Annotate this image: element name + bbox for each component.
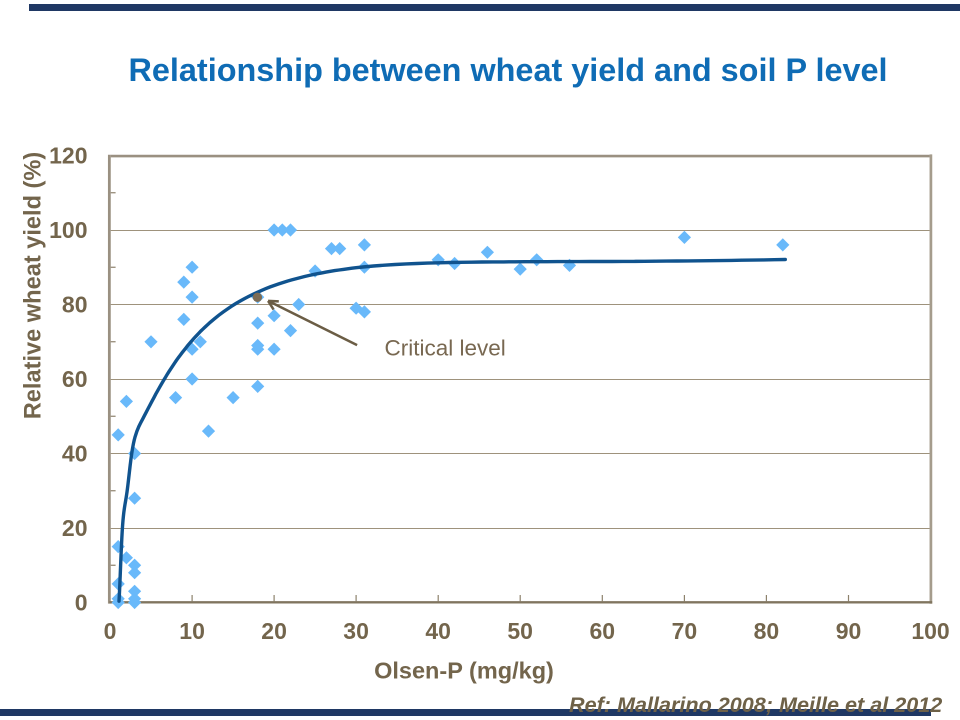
svg-text:70: 70 [672, 618, 698, 644]
svg-text:0: 0 [104, 618, 117, 644]
svg-text:Olsen-P (mg/kg): Olsen-P (mg/kg) [374, 658, 554, 684]
svg-text:40: 40 [62, 441, 88, 467]
svg-text:90: 90 [836, 618, 862, 644]
svg-text:120: 120 [49, 143, 87, 169]
svg-text:Relative wheat yield (%): Relative wheat yield (%) [20, 152, 46, 419]
svg-text:50: 50 [507, 618, 533, 644]
svg-text:100: 100 [911, 618, 949, 644]
svg-text:0: 0 [75, 590, 88, 616]
svg-text:60: 60 [590, 618, 616, 644]
svg-text:80: 80 [754, 618, 780, 644]
svg-text:40: 40 [425, 618, 451, 644]
svg-text:30: 30 [343, 618, 369, 644]
svg-text:Critical level: Critical level [385, 336, 506, 361]
svg-text:20: 20 [261, 618, 287, 644]
svg-text:100: 100 [49, 217, 87, 243]
svg-text:60: 60 [62, 366, 88, 392]
svg-text:10: 10 [179, 618, 205, 644]
svg-text:80: 80 [62, 292, 88, 318]
svg-text:20: 20 [62, 515, 88, 541]
